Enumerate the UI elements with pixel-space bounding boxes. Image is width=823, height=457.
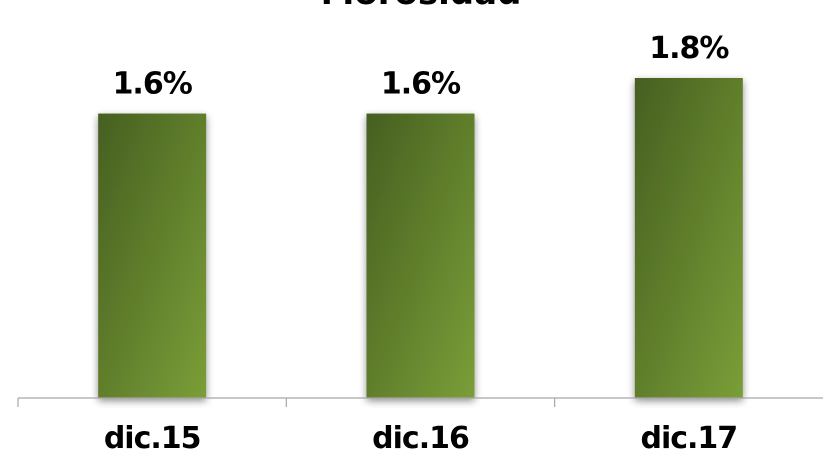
data-label-dic.17: 1.8% (649, 31, 729, 66)
chart-title: Morosidad (321, 0, 522, 13)
x-axis (17, 397, 823, 407)
bars (98, 78, 743, 399)
bar-dic.15 (98, 113, 207, 399)
x-tick-label-dic.16: dic.16 (372, 421, 469, 456)
data-label-dic.15: 1.6% (113, 67, 193, 102)
bar-dic.17 (634, 78, 743, 398)
x-tick-label-dic.17: dic.17 (640, 421, 737, 456)
data-label-dic.16: 1.6% (381, 67, 461, 102)
x-tick-label-dic.15: dic.15 (104, 421, 201, 456)
data-labels: 1.6% 1.6% 1.8% (113, 31, 731, 102)
bar-dic.16 (366, 113, 475, 399)
x-tick-labels: dic.15 dic.16 dic.17 (104, 421, 738, 456)
